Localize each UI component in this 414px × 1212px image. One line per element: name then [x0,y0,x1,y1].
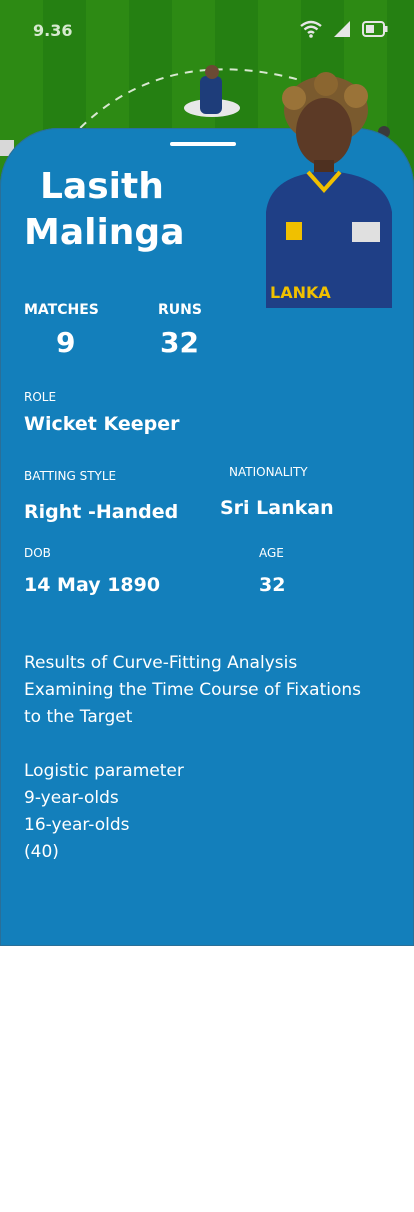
matches-label: MATCHES [24,302,99,318]
nationality-label: NATIONALITY [229,465,308,479]
svg-text:LANKA: LANKA [270,283,331,302]
player-last-name: Malinga [24,212,185,253]
drag-handle[interactable] [170,142,236,146]
notes-line: Results of Curve-Fitting Analysis [24,653,298,673]
notes-line: to the Target [24,707,133,727]
notes-line: Examining the Time Course of Fixations [24,680,361,700]
dob-label: DOB [24,546,51,560]
dob-value: 14 May 1890 [24,574,161,596]
runs-value: 32 [160,326,199,359]
cellular-signal-icon [334,21,350,41]
age-label: AGE [259,546,284,560]
wifi-icon [300,20,322,42]
runs-label: RUNS [158,302,202,318]
batting-style-value: Right -Handed [24,501,179,523]
role-value: Wicket Keeper [24,413,180,435]
nationality-value: Sri Lankan [220,497,334,519]
age-value: 32 [259,574,286,596]
notes-line: (40) [24,842,59,862]
battery-icon [362,21,388,41]
player-name: Lasith Malinga [24,164,244,256]
notes-text: Results of Curve-Fitting Analysis Examin… [24,650,394,866]
notes-line: 9-year-olds [24,788,119,808]
batting-style-label: BATTING STYLE [24,469,117,483]
notes-line: Logistic parameter [24,761,184,781]
player-photo: LANKA [266,72,392,308]
status-bar: 9.36 [0,0,414,60]
matches-value: 9 [56,326,76,359]
notes-line: 16-year-olds [24,815,130,835]
status-time: 9.36 [33,21,73,40]
role-label: ROLE [24,390,57,404]
player-first-name: Lasith [40,166,164,207]
